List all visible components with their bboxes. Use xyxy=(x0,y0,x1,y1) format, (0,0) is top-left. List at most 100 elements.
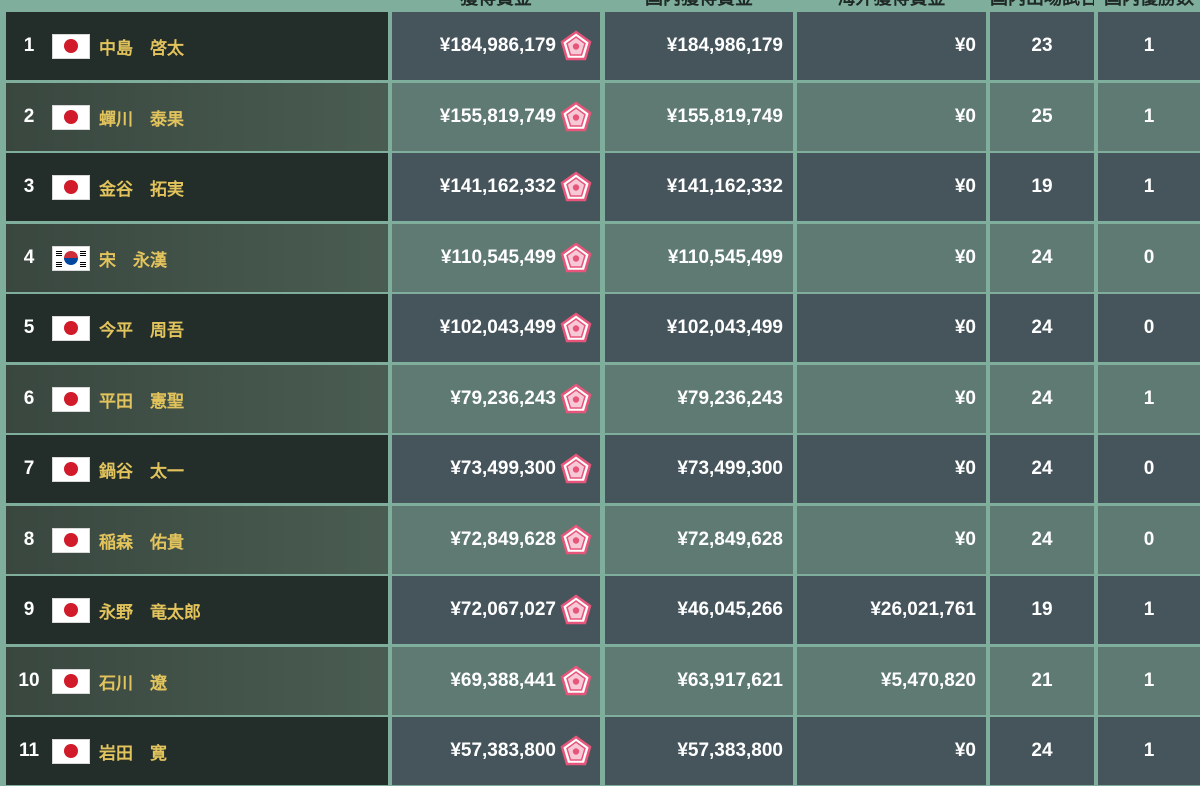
player-cell: 1 中島 啓太 xyxy=(6,12,388,80)
wins-count: 1 xyxy=(1143,740,1155,761)
domestic-prize-cell: ¥73,499,300 xyxy=(605,435,793,503)
player-name-link[interactable]: 稲森 佑貴 xyxy=(99,532,184,552)
japan-flag-icon xyxy=(52,527,90,553)
pentagon-emblem-icon[interactable] xyxy=(560,735,592,767)
domestic-prize-cell: ¥155,819,749 xyxy=(605,83,793,151)
domestic-prize: ¥155,819,749 xyxy=(666,106,783,127)
rank: 8 xyxy=(23,529,35,550)
table-row[interactable]: 1 中島 啓太 ¥184,986,179 ¥184,986,179 ¥0 23 1 xyxy=(0,12,1200,80)
wins-count: 0 xyxy=(1143,458,1155,479)
total-prize-cell: ¥57,383,800 xyxy=(392,717,600,785)
total-prize: ¥155,819,749 xyxy=(439,106,556,127)
overseas-prize-cell: ¥0 xyxy=(797,83,986,151)
player-name-link[interactable]: 石川 遼 xyxy=(99,673,167,693)
events-count: 19 xyxy=(1031,176,1053,197)
player-name-link[interactable]: 平田 憲聖 xyxy=(99,391,184,411)
overseas-prize: ¥0 xyxy=(954,317,976,338)
japan-flag-icon xyxy=(52,456,90,482)
total-prize-cell: ¥102,043,499 xyxy=(392,294,600,362)
domestic-prize-cell: ¥79,236,243 xyxy=(605,365,793,433)
pentagon-emblem-icon[interactable] xyxy=(560,101,592,133)
table-row[interactable]: 2 蟬川 泰果 ¥155,819,749 ¥155,819,749 ¥0 25 1 xyxy=(0,83,1200,151)
wins-count: 0 xyxy=(1143,247,1155,268)
player-name-link[interactable]: 宋 永漢 xyxy=(99,250,167,270)
events-count: 23 xyxy=(1031,35,1053,56)
wins-count: 1 xyxy=(1143,176,1155,197)
table-row[interactable]: 8 稲森 佑貴 ¥72,849,628 ¥72,849,628 ¥0 24 0 xyxy=(0,506,1200,574)
wins-count: 1 xyxy=(1143,35,1155,56)
rank: 5 xyxy=(23,317,35,338)
overseas-prize-cell: ¥0 xyxy=(797,224,986,292)
wins-count: 1 xyxy=(1143,106,1155,127)
total-prize: ¥141,162,332 xyxy=(439,176,556,197)
domestic-prize-cell: ¥46,045,266 xyxy=(605,576,793,644)
player-name-link[interactable]: 永野 竜太郎 xyxy=(99,602,201,622)
overseas-prize-cell: ¥0 xyxy=(797,365,986,433)
japan-flag-icon xyxy=(52,668,90,694)
domestic-prize: ¥79,236,243 xyxy=(677,388,783,409)
player-name-link[interactable]: 金谷 拓実 xyxy=(99,179,184,199)
domestic-prize: ¥73,499,300 xyxy=(677,458,783,479)
player-name-link[interactable]: 中島 啓太 xyxy=(99,38,184,58)
japan-flag-icon xyxy=(52,33,90,59)
player-cell: 8 稲森 佑貴 xyxy=(6,506,388,574)
table-row[interactable]: 5 今平 周吾 ¥102,043,499 ¥102,043,499 ¥0 24 0 xyxy=(0,294,1200,362)
events-count: 25 xyxy=(1031,106,1053,127)
events-count: 24 xyxy=(1031,388,1053,409)
pentagon-emblem-icon[interactable] xyxy=(560,242,592,274)
player-name-link[interactable]: 岩田 寛 xyxy=(99,743,167,763)
player-name-link[interactable]: 蟬川 泰果 xyxy=(99,109,184,129)
japan-flag-icon xyxy=(52,597,90,623)
overseas-prize: ¥0 xyxy=(954,458,976,479)
total-prize-cell: ¥72,849,628 xyxy=(392,506,600,574)
pentagon-emblem-icon[interactable] xyxy=(560,30,592,62)
total-prize-cell: ¥141,162,332 xyxy=(392,153,600,221)
wins-count: 0 xyxy=(1143,529,1155,550)
table-header: 獲得賞金 国内獲得賞金 海外獲得賞金 国内出場試合数 国内優勝数 xyxy=(0,0,1200,8)
wins-cell: 1 xyxy=(1098,717,1200,785)
pentagon-emblem-icon[interactable] xyxy=(560,665,592,697)
wins-count: 0 xyxy=(1143,317,1155,338)
overseas-prize-cell: ¥0 xyxy=(797,153,986,221)
player-name-link[interactable]: 今平 周吾 xyxy=(99,320,184,340)
table-row[interactable]: 7 鍋谷 太一 ¥73,499,300 ¥73,499,300 ¥0 24 0 xyxy=(0,435,1200,503)
total-prize: ¥73,499,300 xyxy=(450,458,556,479)
pentagon-emblem-icon[interactable] xyxy=(560,594,592,626)
overseas-prize: ¥0 xyxy=(954,106,976,127)
events-count: 24 xyxy=(1031,529,1053,550)
overseas-prize: ¥0 xyxy=(954,740,976,761)
table-row[interactable]: 9 永野 竜太郎 ¥72,067,027 ¥46,045,266 ¥26,021,761… xyxy=(0,576,1200,644)
overseas-prize: ¥0 xyxy=(954,388,976,409)
overseas-prize-cell: ¥0 xyxy=(797,294,986,362)
events-cell: 24 xyxy=(990,294,1094,362)
overseas-prize: ¥26,021,761 xyxy=(870,599,976,620)
rank: 3 xyxy=(23,176,35,197)
table-row[interactable]: 10 石川 遼 ¥69,388,441 ¥63,917,621 ¥5,470,820 21… xyxy=(0,647,1200,715)
total-prize: ¥72,067,027 xyxy=(450,599,556,620)
table-row[interactable]: 4 宋 永漢 ¥110,545,499 ¥110,545,499 ¥0 24 0 xyxy=(0,224,1200,292)
wins-count: 1 xyxy=(1143,599,1155,620)
domestic-prize: ¥110,545,499 xyxy=(667,247,783,268)
pentagon-emblem-icon[interactable] xyxy=(560,524,592,556)
pentagon-emblem-icon[interactable] xyxy=(560,312,592,344)
pentagon-emblem-icon[interactable] xyxy=(560,383,592,415)
domestic-prize-cell: ¥110,545,499 xyxy=(605,224,793,292)
domestic-prize-cell: ¥57,383,800 xyxy=(605,717,793,785)
pentagon-emblem-icon[interactable] xyxy=(560,453,592,485)
total-prize-cell: ¥79,236,243 xyxy=(392,365,600,433)
japan-flag-icon xyxy=(52,386,90,412)
wins-cell: 1 xyxy=(1098,12,1200,80)
domestic-prize: ¥72,849,628 xyxy=(677,529,783,550)
events-cell: 19 xyxy=(990,153,1094,221)
table-row[interactable]: 11 岩田 寛 ¥57,383,800 ¥57,383,800 ¥0 24 1 xyxy=(0,717,1200,785)
pentagon-emblem-icon[interactable] xyxy=(560,171,592,203)
table-row[interactable]: 6 平田 憲聖 ¥79,236,243 ¥79,236,243 ¥0 24 1 xyxy=(0,365,1200,433)
player-name-link[interactable]: 鍋谷 太一 xyxy=(99,461,184,481)
table-row[interactable]: 3 金谷 拓実 ¥141,162,332 ¥141,162,332 ¥0 19 1 xyxy=(0,153,1200,221)
korea-flag-icon xyxy=(52,245,90,271)
total-prize-cell: ¥184,986,179 xyxy=(392,12,600,80)
rank: 6 xyxy=(23,388,35,409)
japan-flag-icon xyxy=(52,104,90,130)
domestic-prize-cell: ¥63,917,621 xyxy=(605,647,793,715)
